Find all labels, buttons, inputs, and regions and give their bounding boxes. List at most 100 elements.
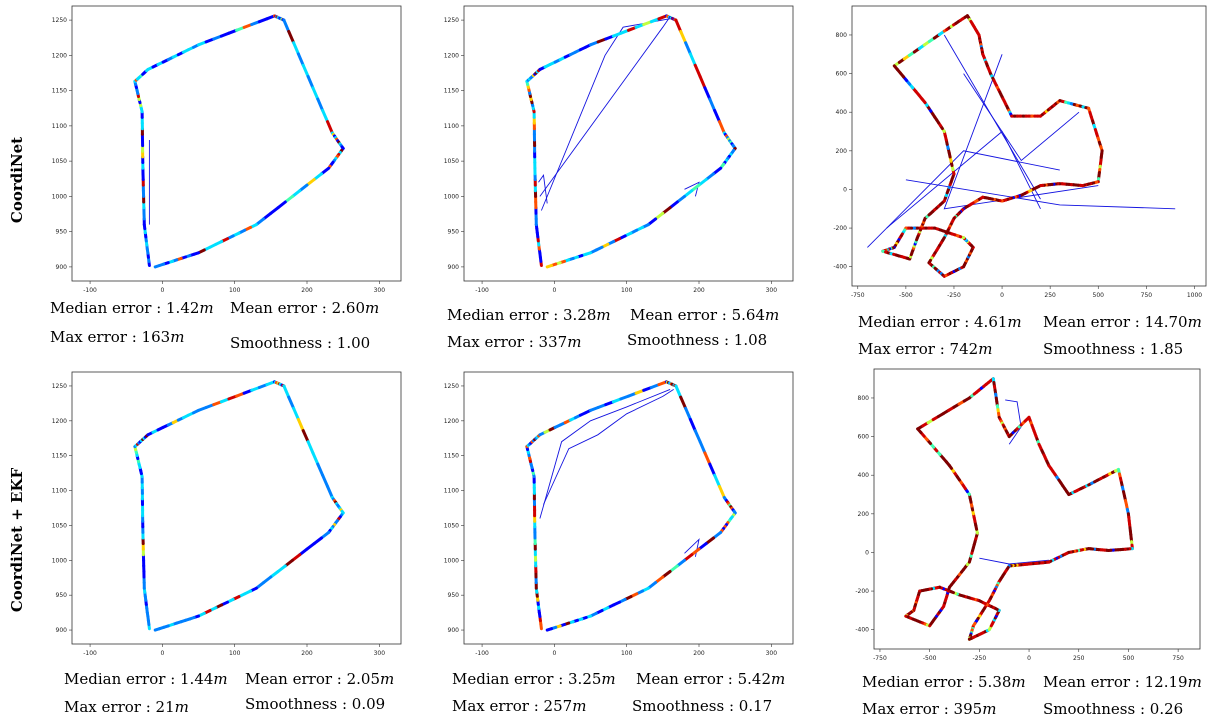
trajectory-segment [316, 462, 325, 477]
max-error: Max error : 21m [64, 698, 189, 716]
median-error: Median error : 4.61m [858, 313, 1022, 331]
trajectory-segment [704, 172, 715, 181]
trajectory-segment [545, 264, 553, 269]
trajectory-segment [684, 41, 692, 56]
plot-svg: -750 -500 -250 0 250 500 750 -400 -200 0 200 400 600… [855, 368, 1201, 662]
mean-error-value: 5.42 [737, 670, 772, 688]
trajectory-segment [262, 211, 273, 221]
max-error-label: Max error : [858, 340, 950, 358]
outlier-jump [905, 179, 1176, 210]
smoothness: Smoothness : 1.08 [627, 331, 767, 349]
trajectory-segment [654, 211, 665, 221]
y-tick-label: 1100 [52, 123, 67, 130]
smoothness-label: Smoothness : [632, 697, 739, 715]
x-tick-label: 200 [301, 650, 313, 657]
smoothness-label: Smoothness : [245, 695, 352, 713]
x-tick-label: 0 [1027, 655, 1031, 662]
trajectory-segment [321, 473, 329, 488]
trajectory-segment [916, 427, 923, 434]
trajectory-segment [283, 558, 294, 568]
y-tick-label: 1050 [52, 522, 67, 529]
x-tick-label: 0 [552, 287, 556, 294]
trajectory-segment [675, 558, 686, 568]
outlier-jump [886, 130, 1041, 229]
y-tick-label: 400 [858, 472, 870, 479]
y-tick-label: 900 [56, 264, 68, 271]
trajectory-segment [668, 564, 679, 573]
outlier-jump [539, 16, 671, 197]
max-error: Max error : 163m [50, 328, 184, 346]
unit: m [567, 333, 582, 351]
mean-error-label: Mean error : [230, 299, 332, 317]
trajectory-segment [305, 542, 316, 551]
trajectory-segment [654, 575, 665, 585]
y-tick-label: 800 [836, 32, 848, 39]
x-tick-label: 500 [1123, 655, 1135, 662]
smoothness-value: 0.26 [1149, 700, 1184, 718]
plot-svg: -100 0 100 200 300 900 950 1000 1050 1100 1150 1200… [444, 5, 794, 294]
x-tick-label: 100 [621, 650, 633, 657]
unit: m [601, 670, 616, 688]
trajectory-segment [298, 547, 309, 557]
x-tick-label: 0 [1000, 292, 1004, 299]
x-tick-label: 750 [1172, 655, 1184, 662]
trajectory-segment [708, 97, 717, 112]
plot-svg: -100 0 100 200 300 900 950 1000 1050 1100 1150 1200… [444, 371, 794, 657]
trajectory-plot: -100 0 100 200 300 900 950 1000 1050 1100 1150 1200… [40, 368, 405, 660]
smoothness-value: 1.08 [733, 331, 768, 349]
y-tick-label: 1000 [52, 193, 67, 200]
unit: m [213, 670, 228, 688]
y-tick-label: -200 [833, 225, 847, 232]
trajectory-segment [262, 575, 273, 585]
trajectory-segment [292, 41, 300, 56]
trajectory-segment [892, 64, 899, 71]
trajectory-segment [301, 63, 310, 78]
median-error-value: 1.42 [166, 299, 200, 317]
plot-frame [71, 371, 402, 645]
plot-svg: -100 0 100 200 300 900 950 1000 1050 1100 1150 1200… [52, 5, 402, 294]
trajectory-segment [320, 166, 331, 176]
y-tick-label: 0 [843, 186, 847, 193]
trajectory-segment [296, 52, 305, 67]
mean-error: Mean error : 5.42m [636, 670, 785, 688]
max-error-label: Max error : [862, 700, 954, 718]
trajectory-segment [312, 536, 323, 546]
y-tick-label: -200 [855, 588, 869, 595]
trajectory-segment [321, 108, 329, 124]
y-tick-label: -400 [855, 627, 869, 634]
mean-error-label: Mean error : [636, 670, 738, 688]
x-tick-label: 100 [621, 287, 633, 294]
y-tick-label: 1250 [444, 17, 459, 24]
trajectory-segment [269, 570, 280, 579]
median-error: Median error : 3.28m [447, 306, 611, 324]
trajectory-segment [296, 417, 305, 433]
trajectory-segment [283, 194, 294, 204]
trajectory-segment [713, 473, 721, 488]
outlier-jump [867, 150, 1060, 248]
x-tick-label: 300 [374, 287, 386, 294]
max-error: Max error : 742m [858, 340, 992, 358]
trajectory-segment [254, 581, 266, 590]
y-tick-label: 1100 [444, 488, 459, 495]
trajectory-segment [698, 440, 707, 455]
outlier-jump [943, 34, 1041, 200]
y-tick-label: 1150 [52, 88, 67, 95]
trajectory-segment [269, 206, 280, 215]
max-error-label: Max error : [50, 328, 142, 346]
unit: m [170, 328, 185, 346]
max-error-value: 742 [949, 340, 979, 358]
mean-error-value: 2.60 [331, 299, 366, 317]
y-tick-label: 1100 [444, 123, 459, 130]
median-error-value: 1.44 [180, 670, 214, 688]
max-error-label: Max error : [452, 697, 544, 715]
row-label-coordinet-ekf: CoordiNet + EKF [0, 370, 34, 710]
y-tick-label: 1000 [444, 557, 459, 564]
trajectory-segment [679, 29, 688, 45]
unit: m [982, 700, 997, 718]
x-tick-label: -750 [851, 292, 865, 299]
smoothness: Smoothness : 0.17 [632, 697, 772, 715]
trajectory-segment [282, 18, 291, 33]
max-error-label: Max error : [447, 333, 539, 351]
trajectory-segment [661, 570, 672, 579]
trajectory-plot: -750 -500 -250 0 250 500 750 -400 -200 0 200 400 600… [842, 365, 1204, 665]
